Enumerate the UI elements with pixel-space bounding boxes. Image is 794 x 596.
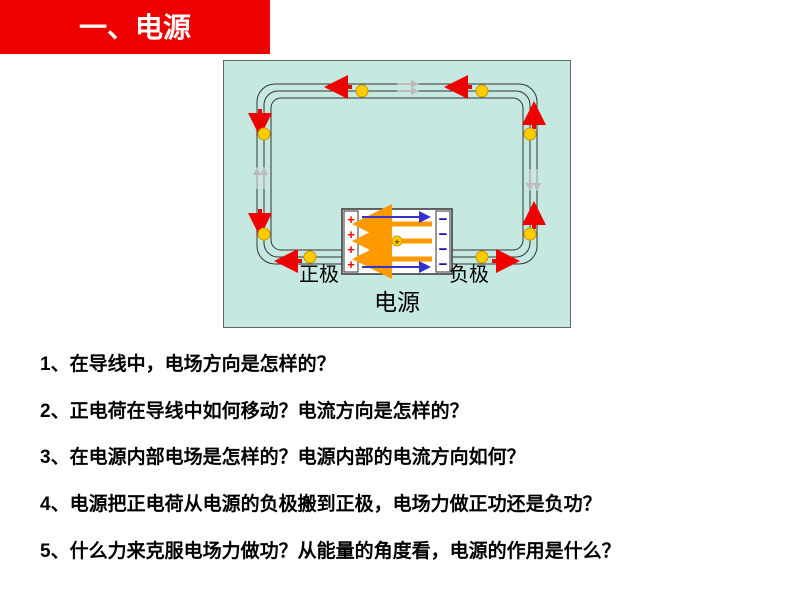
question-3: 3、在电源内部电场是怎样的？电源内部的电流方向如何？ [40, 446, 754, 471]
power-source-label: 电源 [374, 283, 420, 317]
svg-text:−: − [439, 256, 448, 273]
question-4: 4、电源把正电荷从电源的负极搬到正极，电场力做正功还是负功？ [40, 493, 754, 518]
circuit-diagram: + + + + − − − − + 正极 负极 电源 [223, 60, 571, 328]
section-header: 一、电源 [0, 0, 270, 54]
question-5: 5、什么力来克服电场力做功？从能量的角度看，电源的作用是什么？ [40, 540, 754, 565]
positive-terminal-label: 正极 [299, 258, 339, 287]
svg-text:+: + [347, 242, 355, 257]
question-2: 2、正电荷在导线中如何移动？电流方向是怎样的？ [40, 400, 754, 425]
diagram-container: + + + + − − − − + 正极 负极 电源 [0, 60, 794, 333]
question-1: 1、在导线中，电场方向是怎样的？ [40, 353, 754, 378]
section-title: 一、电源 [79, 12, 191, 43]
svg-text:+: + [394, 237, 399, 247]
svg-text:+: + [347, 227, 355, 242]
circuit-svg: + + + + − − − − + [232, 69, 562, 319]
question-list: 1、在导线中，电场方向是怎样的？ 2、正电荷在导线中如何移动？电流方向是怎样的？… [0, 333, 794, 564]
svg-text:+: + [347, 212, 355, 227]
negative-terminal-label: 负极 [449, 258, 489, 287]
svg-text:+: + [347, 257, 355, 272]
